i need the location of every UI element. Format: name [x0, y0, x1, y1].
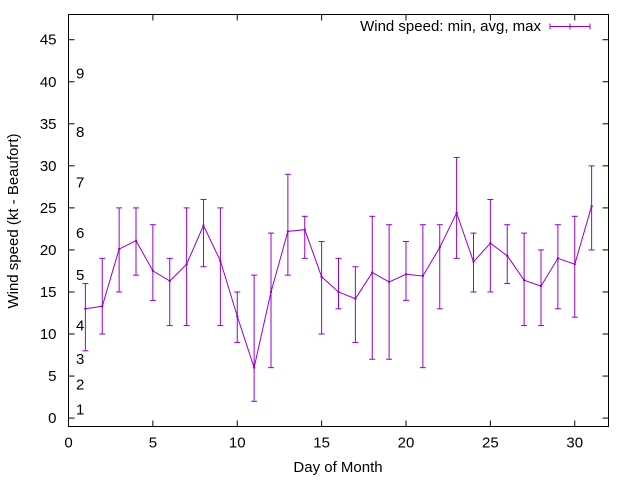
- avg-point: [151, 269, 155, 273]
- legend-sample: [549, 23, 591, 30]
- x-tick-label: 0: [64, 435, 72, 452]
- beaufort-label: 4: [76, 318, 84, 335]
- avg-point: [84, 307, 87, 310]
- x-tick-label: 15: [313, 435, 330, 452]
- avg-point: [421, 274, 425, 278]
- avg-point: [134, 239, 138, 242]
- avg-point: [522, 278, 526, 282]
- x-tick-label: 20: [398, 435, 415, 452]
- avg-point: [354, 297, 357, 300]
- avg-point: [185, 263, 188, 266]
- beaufort-label: 5: [76, 267, 84, 284]
- y-tick-label: 20: [40, 242, 57, 259]
- beaufort-label: 9: [76, 65, 84, 82]
- avg-point: [337, 290, 340, 294]
- beaufort-label: 7: [76, 175, 84, 192]
- avg-point: [219, 259, 222, 263]
- y-tick-label: 5: [48, 368, 56, 385]
- beaufort-label: 2: [76, 376, 84, 393]
- error-bars: [82, 156, 595, 402]
- avg-point: [320, 275, 323, 279]
- series-lines: [84, 205, 593, 370]
- avg-point: [202, 224, 205, 227]
- avg-point: [438, 246, 441, 249]
- avg-point: [573, 263, 576, 266]
- avg-point: [590, 205, 593, 208]
- x-axis-title: Day of Month: [293, 459, 382, 476]
- beaufort-label: 8: [76, 124, 84, 141]
- x-tick-label: 10: [229, 435, 246, 452]
- avg-point: [252, 366, 256, 369]
- y-axis-title: Wind speed (kt - Beaufort): [5, 133, 22, 308]
- avg-point: [489, 242, 492, 245]
- avg-point: [303, 228, 306, 231]
- y-tick-label: 15: [40, 284, 57, 301]
- avg-point: [168, 279, 171, 283]
- y-tick-label: 35: [40, 116, 57, 133]
- y-tick-label: 45: [40, 32, 57, 49]
- avg-point: [404, 273, 408, 276]
- avg-point: [286, 230, 290, 233]
- x-tick-label: 5: [149, 435, 157, 452]
- avg-point: [556, 257, 560, 260]
- avg-point: [506, 254, 509, 258]
- legend-label: Wind speed: min, avg, max: [360, 18, 541, 35]
- x-tick-label: 25: [482, 435, 499, 452]
- y-tick-label: 30: [40, 158, 57, 175]
- beaufort-scale-labels: 1 2 3 4 5 6 7 8 9: [76, 65, 84, 418]
- beaufort-label: 6: [76, 225, 84, 242]
- x-tick-label: 30: [566, 435, 583, 452]
- avg-point: [101, 305, 104, 308]
- y-tick-label: 10: [40, 326, 57, 343]
- beaufort-label: 3: [76, 351, 84, 368]
- y-tick-label: 0: [48, 410, 56, 427]
- y-tick-label: 25: [40, 200, 57, 217]
- avg-point: [269, 290, 273, 294]
- legend: Wind speed: min, avg, max: [360, 18, 591, 35]
- plot-frame: [68, 14, 609, 427]
- y-tick-label: 40: [40, 74, 57, 91]
- beaufort-label: 1: [76, 402, 84, 419]
- avg-point: [472, 260, 475, 263]
- avg-point: [387, 280, 391, 284]
- avg-point: [539, 284, 543, 288]
- avg-point: [455, 211, 458, 215]
- avg-point: [236, 315, 239, 318]
- avg-point: [371, 271, 374, 274]
- avg-point: [117, 247, 121, 251]
